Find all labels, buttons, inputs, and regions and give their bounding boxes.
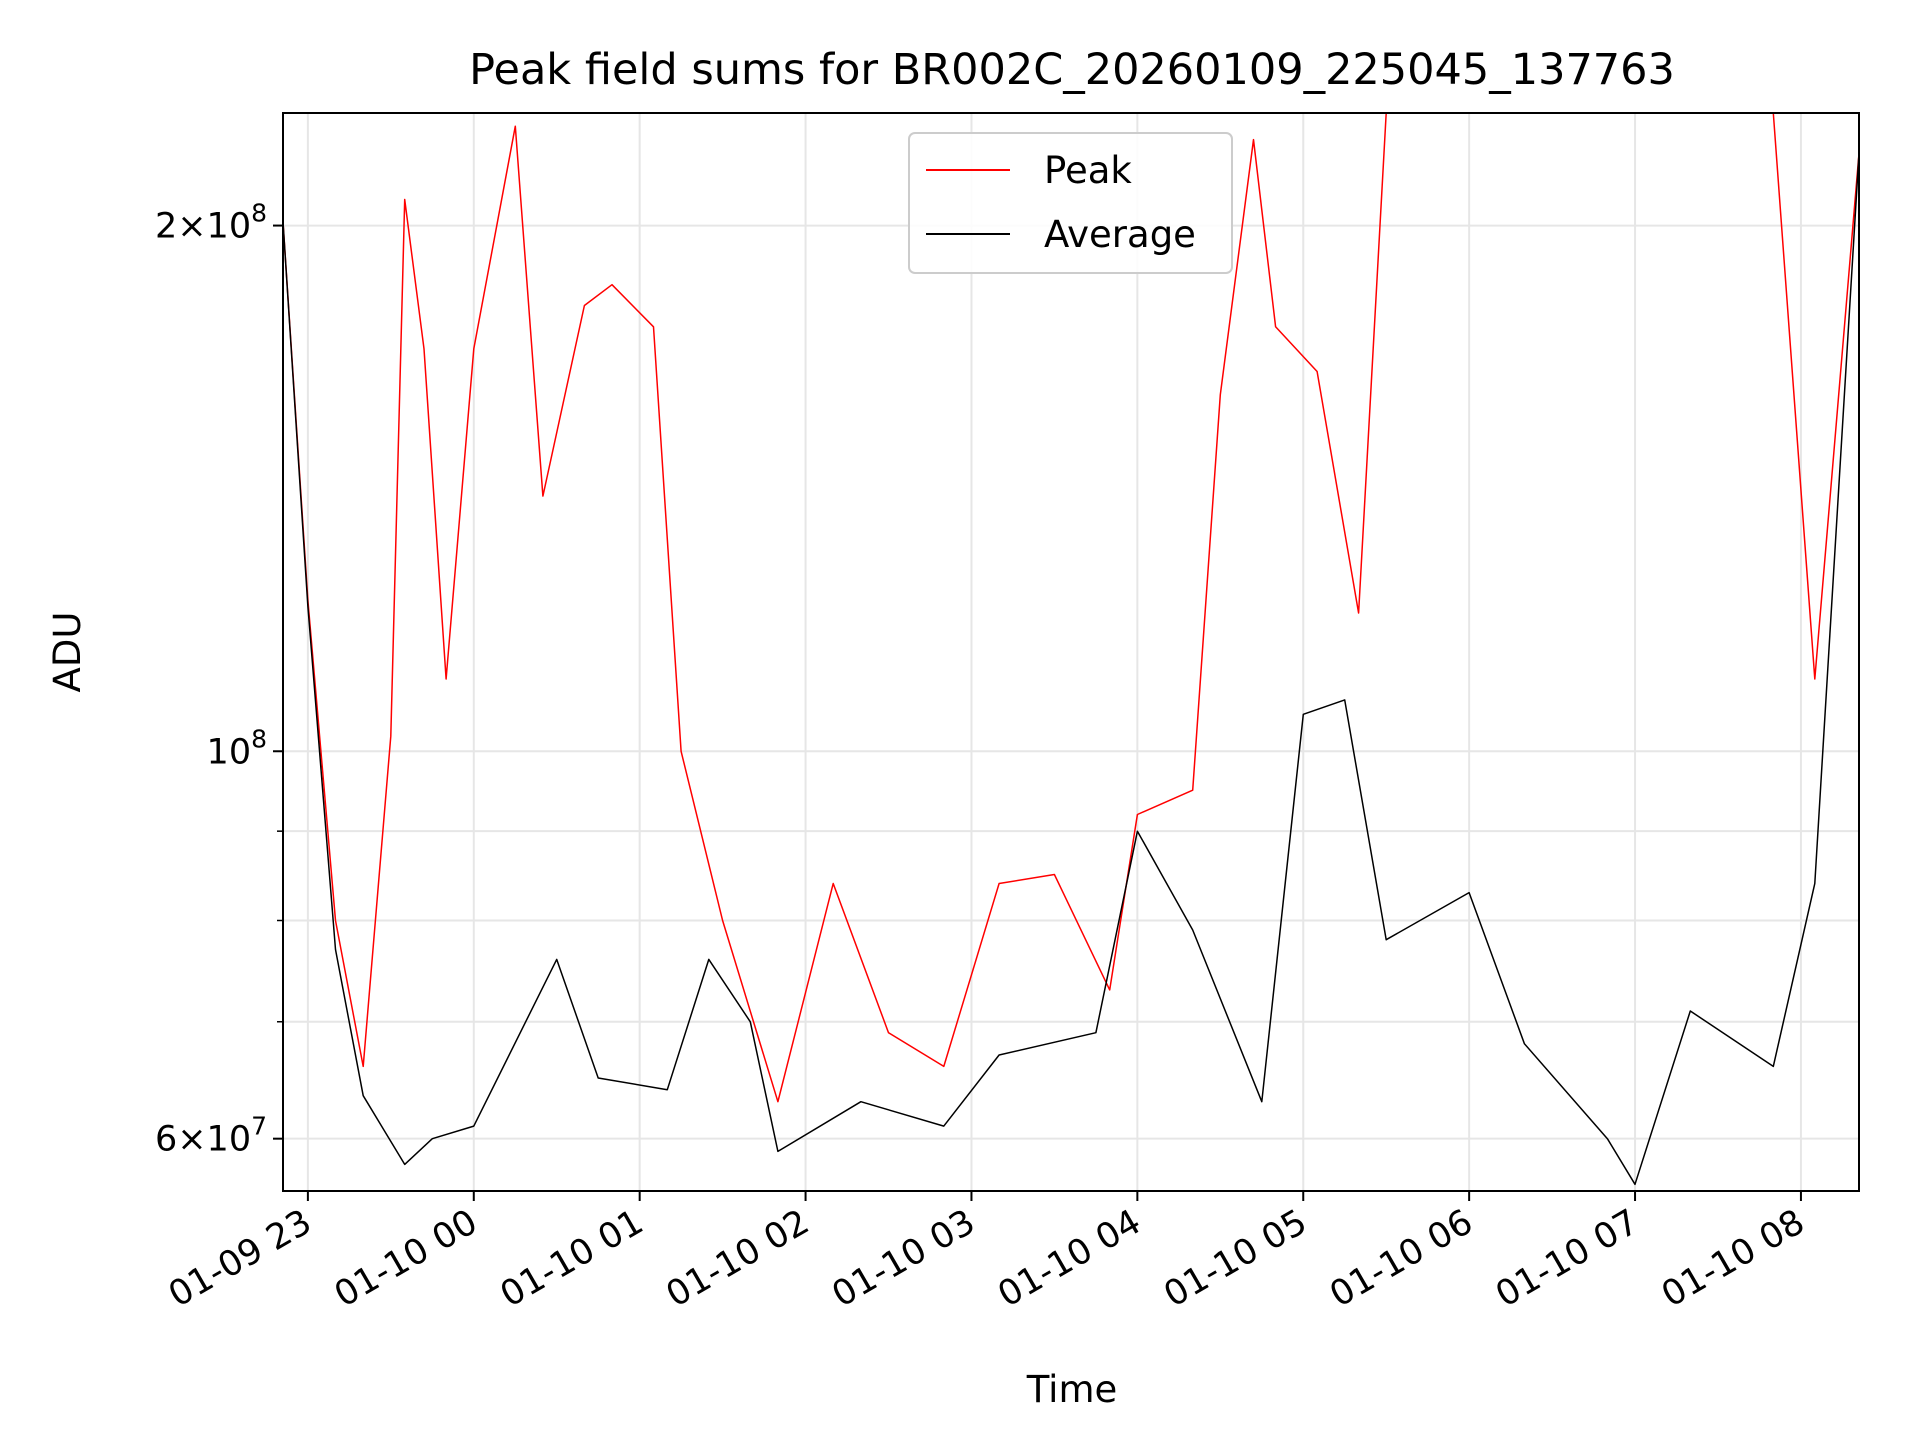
y-tick-label: 108 <box>207 724 267 772</box>
legend-label-peak: Peak <box>1044 149 1132 192</box>
legend: Peak Average <box>908 132 1233 274</box>
y-tick-label: 6×107 <box>155 1112 267 1160</box>
series-line-average <box>282 153 1860 1186</box>
legend-label-average: Average <box>1044 213 1196 256</box>
y-tick-label: 2×108 <box>155 199 267 247</box>
grid <box>283 113 1859 1191</box>
x-axis-label: Time <box>1026 1368 1118 1411</box>
y-axis-label: ADU <box>46 612 89 693</box>
chart-title: Peak field sums for BR002C_20260109_2250… <box>469 45 1675 95</box>
plot-frame <box>282 112 1860 1192</box>
legend-box <box>908 132 1233 274</box>
